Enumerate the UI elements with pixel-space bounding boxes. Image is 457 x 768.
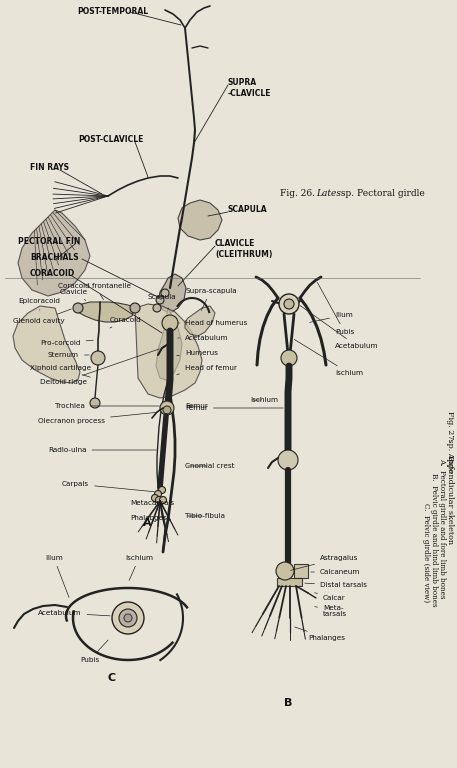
Text: Cnomial crest: Cnomial crest [185,463,234,469]
Text: Supra-scapula: Supra-scapula [185,288,237,310]
Polygon shape [18,210,90,296]
Text: Head of humerus: Head of humerus [178,320,247,326]
Text: Phalanges: Phalanges [130,515,167,521]
Text: Xiphoid cartilage: Xiphoid cartilage [30,365,91,377]
Text: Fig. 27.: Fig. 27. [446,412,454,445]
Circle shape [284,299,294,309]
Text: BRACHIALS: BRACHIALS [30,253,79,263]
Text: sp. Appendicular skeleton: sp. Appendicular skeleton [446,436,454,544]
Circle shape [161,289,169,297]
Text: Trochlea: Trochlea [55,403,159,409]
Text: SUPRA
-CLAVICLE: SUPRA -CLAVICLE [228,78,271,98]
Circle shape [124,614,132,622]
Text: Deltoid ridge: Deltoid ridge [40,349,159,385]
Circle shape [276,562,294,580]
Polygon shape [277,578,302,586]
Text: Phalanges: Phalanges [295,627,345,641]
Text: Tibio-fibula: Tibio-fibula [185,513,225,519]
Text: Scapula: Scapula [148,294,176,305]
Polygon shape [135,304,202,398]
Text: POST-TEMPORAL: POST-TEMPORAL [77,6,148,15]
Text: Lates: Lates [316,188,341,197]
Circle shape [130,303,140,313]
Text: Acetabulum: Acetabulum [178,335,228,341]
Text: B: B [284,698,292,708]
Text: B.  Pelvic girdle and hind limb bones: B. Pelvic girdle and hind limb bones [430,473,438,607]
Text: Head of femur: Head of femur [177,365,237,375]
Text: Fig. 26.: Fig. 26. [280,188,318,197]
Text: Pro-corcoid: Pro-corcoid [40,340,93,346]
Circle shape [155,496,163,504]
Circle shape [162,315,178,331]
Text: C.  Pelvic girdle (side view): C. Pelvic girdle (side view) [422,503,430,603]
Text: sp. Pectoral girdle: sp. Pectoral girdle [338,188,425,197]
Text: Radio-ulna: Radio-ulna [48,447,156,453]
Circle shape [281,350,297,366]
Text: Calcaneum: Calcaneum [311,569,361,575]
Circle shape [152,495,159,502]
Text: Glenoid cavity: Glenoid cavity [13,309,71,324]
Text: Carpals: Carpals [62,481,154,492]
Text: Bufo: Bufo [446,454,454,472]
Text: Ischium: Ischium [250,397,278,403]
Text: Acetabulum: Acetabulum [38,610,110,616]
Polygon shape [156,308,182,380]
Polygon shape [75,302,135,322]
Circle shape [160,401,174,415]
Circle shape [119,609,137,627]
Text: C: C [108,673,116,683]
Text: Coracoid frontanelle: Coracoid frontanelle [58,283,132,300]
Text: Calcar: Calcar [315,593,346,601]
Text: Pubis: Pubis [317,283,354,335]
Text: POST-CLAVICLE: POST-CLAVICLE [78,135,143,144]
Text: Sternum: Sternum [48,352,89,358]
Text: Acetabulum: Acetabulum [300,306,378,349]
Text: Ischium: Ischium [125,555,153,581]
Text: Metacarpals: Metacarpals [130,500,174,510]
Text: A.  Pectoral girdle and fore limb bones: A. Pectoral girdle and fore limb bones [438,458,446,598]
Circle shape [163,406,171,414]
Text: CORACOID: CORACOID [30,270,75,279]
Text: Coracoid: Coracoid [110,317,142,328]
Text: Olecranon process: Olecranon process [38,412,157,424]
Text: PECTORAL FIN: PECTORAL FIN [18,237,80,247]
Text: Clavicle: Clavicle [60,289,88,300]
Text: A: A [143,518,151,528]
Circle shape [278,450,298,470]
Text: Humerus: Humerus [177,350,218,356]
Polygon shape [158,274,186,313]
Text: Illum: Illum [45,555,69,598]
Text: Distal tarsals: Distal tarsals [305,582,367,588]
Circle shape [73,303,83,313]
Text: Pubis: Pubis [80,640,108,663]
Text: Astragalus: Astragalus [291,555,358,571]
Text: SCAPULA: SCAPULA [228,206,268,214]
Circle shape [159,486,165,494]
Polygon shape [178,200,222,240]
Polygon shape [294,564,308,578]
Text: Ilium: Ilium [310,312,353,323]
Polygon shape [185,306,215,336]
Text: Meta-
tarsals: Meta- tarsals [315,604,347,617]
Circle shape [153,304,161,312]
Text: Epicoracoid: Epicoracoid [18,298,60,310]
Circle shape [279,294,299,314]
Text: FIN RAYS: FIN RAYS [30,164,69,173]
Text: CLAVICLE
(CLEITHRUM): CLAVICLE (CLEITHRUM) [215,240,272,259]
Text: Femur: Femur [185,405,283,411]
Circle shape [156,296,164,304]
Text: Ischium: Ischium [294,339,363,376]
Circle shape [91,351,105,365]
Circle shape [159,496,166,504]
Circle shape [112,602,144,634]
Text: Femur: Femur [185,403,208,409]
Circle shape [90,398,100,408]
Polygon shape [13,306,80,383]
Circle shape [154,491,161,498]
